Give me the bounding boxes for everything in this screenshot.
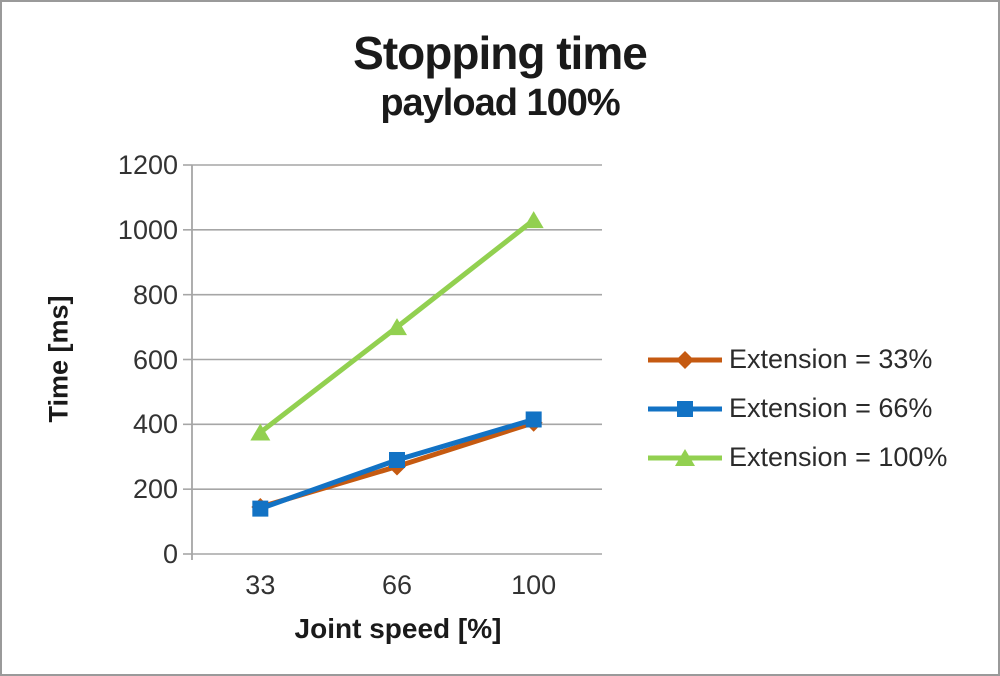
y-tick-label: 1000 — [117, 214, 178, 245]
legend-entry: Extension = 33% — [648, 335, 947, 384]
x-tick-label: 33 — [245, 570, 276, 600]
chart-title: Stopping time — [353, 27, 648, 79]
legend-marker-triangle — [675, 448, 695, 466]
triangle-marker-icon — [648, 448, 722, 466]
data-point-triangle — [387, 318, 407, 336]
y-axis-title: Time [ms] — [43, 295, 74, 423]
x-axis-title: Joint speed [%] — [294, 613, 502, 644]
square-marker-icon — [648, 400, 722, 417]
y-tick-label: 1200 — [117, 150, 178, 180]
y-tick-label: 800 — [132, 279, 178, 310]
y-tick-label: 0 — [162, 539, 178, 569]
x-tick-label: 100 — [511, 570, 557, 600]
legend-marker-diamond — [676, 350, 694, 369]
legend-marker-square — [677, 400, 693, 417]
legend-label: Extension = 33% — [729, 344, 933, 374]
legend-label: Extension = 100% — [729, 442, 948, 472]
legend: Extension = 33% Extension = 66% Extension … — [648, 335, 947, 482]
data-point-square — [252, 500, 269, 517]
y-tick-label: 600 — [132, 344, 178, 375]
x-tick-label: 66 — [381, 570, 413, 600]
y-tick-label: 200 — [132, 474, 178, 505]
chart-subtitle: payload 100% — [380, 82, 620, 124]
data-point-square — [525, 411, 542, 428]
data-point-triangle — [523, 211, 544, 229]
y-tick-label: 400 — [132, 409, 178, 440]
data-point-square — [389, 451, 405, 468]
legend-entry: Extension = 66% — [648, 384, 947, 433]
legend-label: Extension = 66% — [729, 393, 933, 423]
legend-entry: Extension = 100% — [648, 433, 947, 482]
diamond-marker-icon — [648, 350, 722, 369]
data-point-triangle — [250, 423, 271, 441]
